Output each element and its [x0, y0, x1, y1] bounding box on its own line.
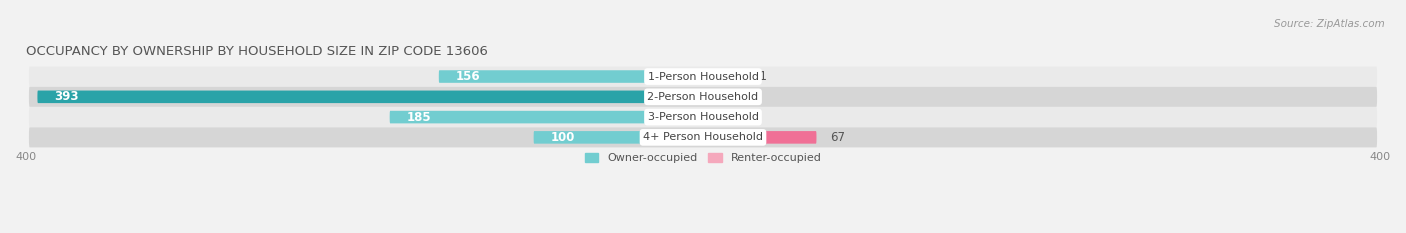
FancyBboxPatch shape	[534, 131, 703, 144]
FancyBboxPatch shape	[389, 111, 703, 123]
FancyBboxPatch shape	[30, 107, 1376, 127]
Text: 3-Person Household: 3-Person Household	[648, 112, 758, 122]
FancyBboxPatch shape	[30, 66, 1376, 87]
Text: 185: 185	[406, 111, 432, 123]
FancyBboxPatch shape	[30, 127, 1376, 147]
Text: 156: 156	[456, 70, 481, 83]
Text: 67: 67	[830, 131, 845, 144]
FancyBboxPatch shape	[703, 131, 817, 144]
Text: OCCUPANCY BY OWNERSHIP BY HOUSEHOLD SIZE IN ZIP CODE 13606: OCCUPANCY BY OWNERSHIP BY HOUSEHOLD SIZE…	[25, 45, 488, 58]
Text: Source: ZipAtlas.com: Source: ZipAtlas.com	[1274, 19, 1385, 29]
Text: 2-Person Household: 2-Person Household	[647, 92, 759, 102]
Text: 21: 21	[752, 70, 768, 83]
Text: 1-Person Household: 1-Person Household	[648, 72, 758, 82]
FancyBboxPatch shape	[703, 91, 721, 103]
Text: 100: 100	[551, 131, 575, 144]
Text: 0: 0	[717, 111, 724, 123]
Text: 4+ Person Household: 4+ Person Household	[643, 132, 763, 142]
Legend: Owner-occupied, Renter-occupied: Owner-occupied, Renter-occupied	[581, 149, 825, 168]
FancyBboxPatch shape	[38, 91, 703, 103]
FancyBboxPatch shape	[30, 87, 1376, 107]
Text: 393: 393	[55, 90, 79, 103]
FancyBboxPatch shape	[439, 70, 703, 83]
Text: 11: 11	[735, 90, 751, 103]
FancyBboxPatch shape	[703, 70, 738, 83]
